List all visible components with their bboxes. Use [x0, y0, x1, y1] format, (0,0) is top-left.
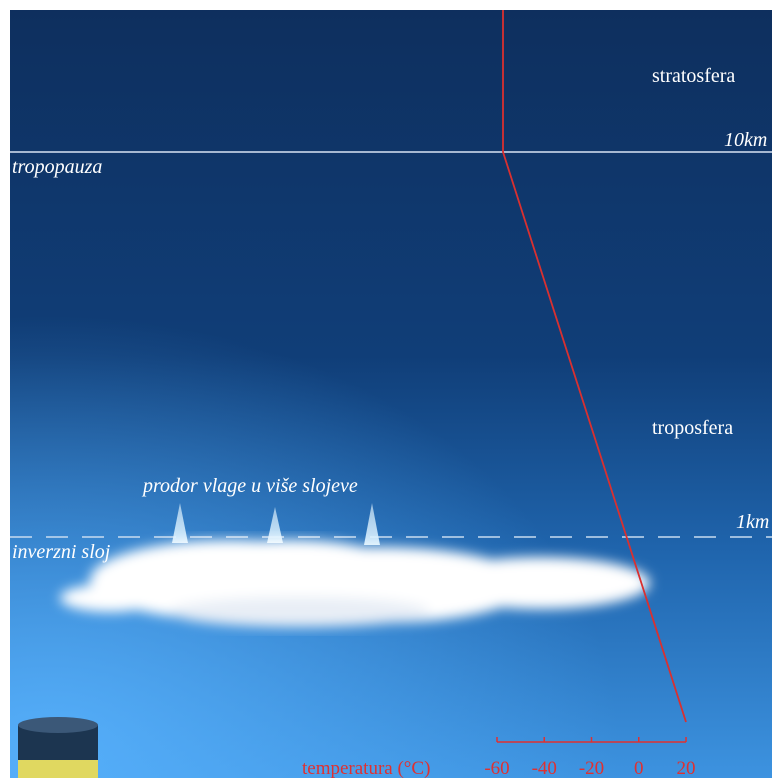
- chimney: [18, 717, 98, 778]
- stratosphere-label: stratosfera: [652, 65, 735, 87]
- tropopause-label: tropopauza: [12, 156, 102, 178]
- inversion-height: 1km: [736, 511, 769, 533]
- tick-label: 0: [634, 758, 644, 778]
- cloud: [60, 540, 650, 627]
- axis-label: temperatura (°C): [302, 758, 430, 778]
- moisture-cone: [364, 503, 380, 545]
- moisture-cone: [172, 503, 188, 543]
- temperature-profile: [502, 10, 687, 723]
- tropopause-height: 10km: [724, 129, 767, 151]
- troposphere-label: troposfera: [652, 417, 733, 439]
- glow: [10, 200, 772, 778]
- cones: [172, 503, 380, 545]
- tick-label: -40: [532, 758, 557, 778]
- inversion-label: inverzni sloj: [12, 541, 111, 563]
- moisture-label: prodor vlage u više slojeve: [141, 475, 358, 497]
- temperature-axis: temperatura (°C) -60 -40 -20 0 20: [302, 737, 696, 778]
- tick-label: 20: [677, 758, 696, 778]
- tick-label: -60: [484, 758, 509, 778]
- moisture-cone: [267, 507, 283, 543]
- tick-label: -20: [579, 758, 604, 778]
